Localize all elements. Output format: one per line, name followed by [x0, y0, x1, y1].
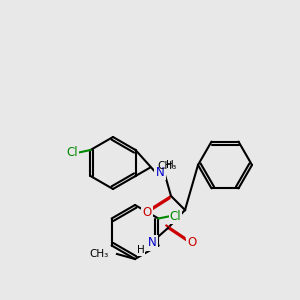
Text: Cl: Cl [169, 210, 181, 223]
Text: O: O [142, 206, 152, 220]
Text: N: N [148, 236, 156, 250]
Text: CH₃: CH₃ [90, 249, 109, 259]
Text: N: N [156, 166, 164, 178]
Text: H: H [166, 160, 174, 170]
Text: H: H [137, 245, 145, 255]
Text: O: O [188, 236, 196, 250]
Text: Cl: Cl [67, 146, 78, 160]
Text: CH₃: CH₃ [158, 161, 177, 171]
